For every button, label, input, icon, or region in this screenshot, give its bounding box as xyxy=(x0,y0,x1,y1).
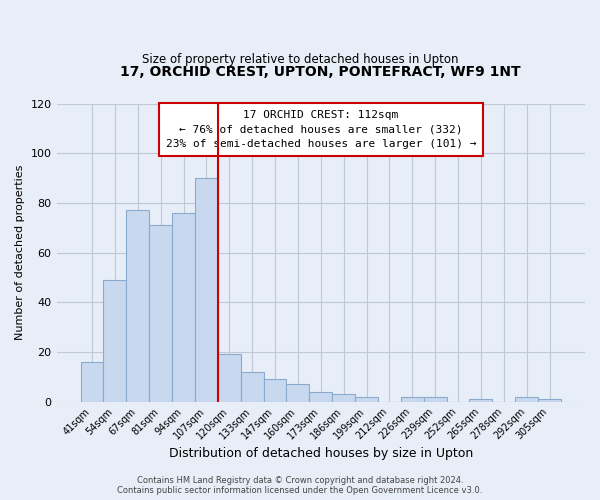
Bar xyxy=(355,396,378,402)
Bar xyxy=(263,379,286,402)
X-axis label: Distribution of detached houses by size in Upton: Distribution of detached houses by size … xyxy=(169,447,473,460)
Bar xyxy=(401,396,424,402)
Bar xyxy=(195,178,218,402)
Bar xyxy=(310,392,332,402)
Bar xyxy=(538,399,561,402)
Text: 17 ORCHID CREST: 112sqm
← 76% of detached houses are smaller (332)
23% of semi-d: 17 ORCHID CREST: 112sqm ← 76% of detache… xyxy=(166,110,476,150)
Text: Size of property relative to detached houses in Upton: Size of property relative to detached ho… xyxy=(142,52,458,66)
Title: 17, ORCHID CREST, UPTON, PONTEFRACT, WF9 1NT: 17, ORCHID CREST, UPTON, PONTEFRACT, WF9… xyxy=(121,65,521,79)
Bar xyxy=(172,213,195,402)
Bar xyxy=(469,399,493,402)
Bar xyxy=(241,372,263,402)
Bar xyxy=(149,226,172,402)
Bar xyxy=(515,396,538,402)
Bar xyxy=(80,362,103,402)
Bar xyxy=(424,396,446,402)
Bar xyxy=(332,394,355,402)
Bar xyxy=(218,354,241,402)
Y-axis label: Number of detached properties: Number of detached properties xyxy=(15,165,25,340)
Bar xyxy=(286,384,310,402)
Text: Contains HM Land Registry data © Crown copyright and database right 2024.
Contai: Contains HM Land Registry data © Crown c… xyxy=(118,476,482,495)
Bar xyxy=(127,210,149,402)
Bar xyxy=(103,280,127,402)
